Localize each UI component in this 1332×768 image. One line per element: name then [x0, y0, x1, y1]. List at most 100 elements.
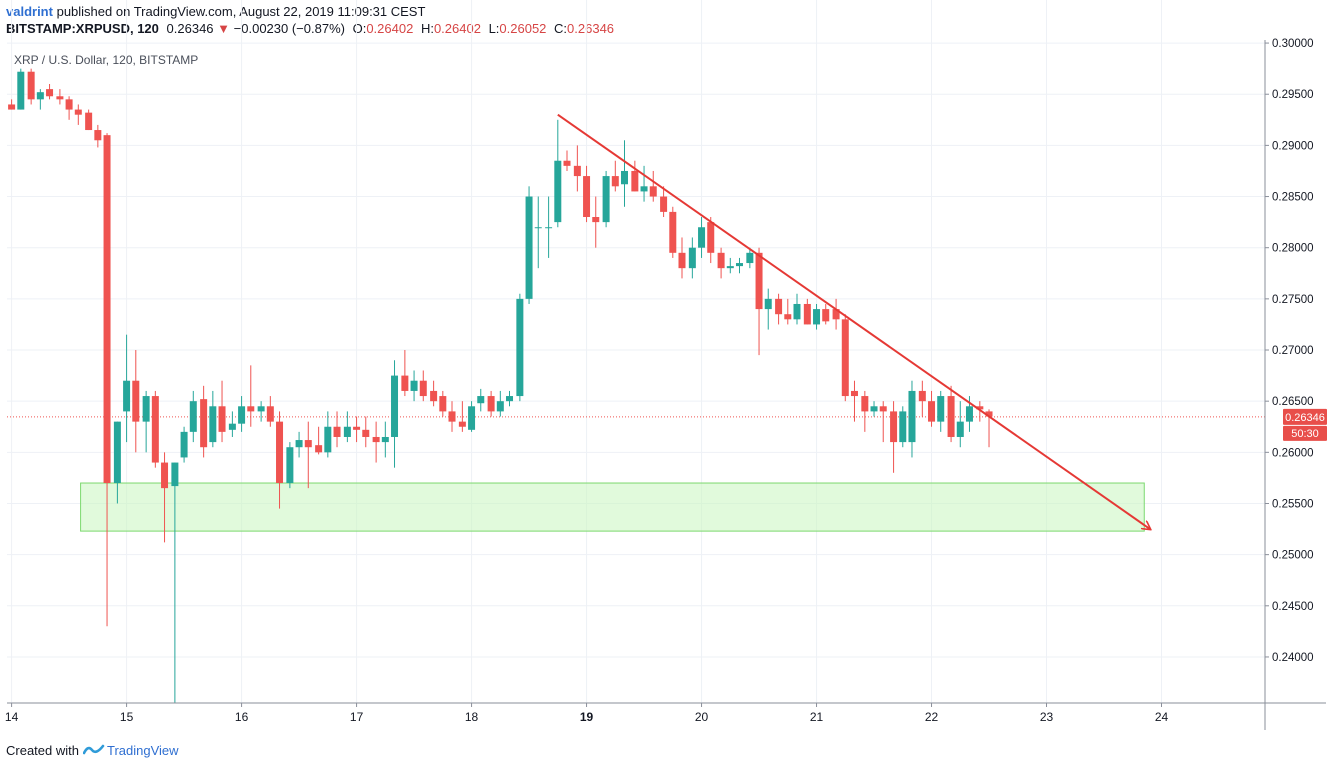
publish-line: valdrint published on TradingView.com, A…	[6, 4, 425, 19]
last-price-tag: 0.26346 50:30	[1283, 408, 1327, 441]
time-axis[interactable]: 14 15 16 17 18 19 20 21 22 23 24	[5, 703, 1169, 724]
candle-body	[803, 303, 811, 325]
low-value: 0.26052	[499, 21, 547, 36]
close-label: C:	[554, 21, 568, 36]
candle-body	[132, 380, 140, 422]
countdown-label: 50:30	[1291, 428, 1319, 440]
change-value: −0.00230 (−0.87%)	[233, 21, 345, 36]
candle-body	[180, 431, 188, 458]
time-tick-label: 16	[235, 710, 249, 724]
candle-body	[276, 421, 284, 484]
support-zone[interactable]	[80, 482, 1145, 532]
candle-body	[113, 421, 121, 484]
candle-body	[525, 196, 533, 299]
candle-body	[735, 263, 743, 267]
candle-body	[698, 227, 706, 248]
price-tick-label: 0.29500	[1272, 89, 1314, 101]
candle-body	[430, 390, 438, 402]
price-tick-label: 0.27500	[1272, 294, 1314, 306]
candle-body	[649, 186, 657, 197]
candle-body	[448, 411, 456, 422]
candle-body	[908, 390, 916, 443]
time-tick-label: 22	[925, 710, 939, 724]
chart-title: XRP / U.S. Dollar, 120, BITSTAMP	[14, 53, 198, 67]
candle-body	[678, 252, 686, 269]
candle-body	[17, 71, 25, 110]
candle-body	[94, 130, 102, 141]
candle-body	[775, 298, 783, 315]
candle-body	[554, 160, 562, 223]
candle-body	[487, 396, 495, 412]
price-tick-label: 0.29000	[1272, 140, 1314, 152]
candle-body	[419, 380, 427, 397]
candle-body	[669, 211, 677, 253]
candle-body	[477, 396, 485, 404]
high-label: H:	[420, 21, 434, 36]
candle-body	[592, 217, 600, 223]
candle-body	[850, 390, 858, 397]
candle-body	[228, 423, 236, 430]
candle-body	[947, 396, 955, 437]
candle-body	[353, 426, 361, 430]
candle-body	[238, 406, 246, 424]
candle-body	[439, 396, 447, 412]
candle-body	[142, 396, 150, 422]
candle-body	[985, 411, 993, 417]
candle-body	[631, 170, 639, 192]
candle-body	[688, 247, 696, 269]
candle-body	[324, 426, 332, 453]
last-price-tag-bg	[1283, 408, 1327, 425]
time-tick-label: 21	[810, 710, 824, 724]
candle-body	[870, 406, 878, 412]
price-tick-label: 0.26500	[1272, 396, 1314, 408]
candle-body	[247, 406, 255, 412]
candle-body	[257, 406, 265, 412]
ohlc-line: BITSTAMP:XRPUSD, 120 0.26346 ▼ −0.00230 …	[6, 21, 614, 36]
time-tick-label: 24	[1155, 710, 1169, 724]
high-value: 0.26402	[433, 21, 481, 36]
candle-body	[813, 309, 821, 325]
countdown-tag-bg	[1283, 425, 1327, 441]
candle-body	[209, 406, 217, 443]
footer: Created with TradingView	[6, 742, 179, 759]
change-down-icon: ▼	[217, 21, 231, 36]
candle-body	[764, 298, 772, 310]
candle-body	[793, 303, 801, 320]
tradingview-link[interactable]: TradingView	[106, 743, 179, 758]
candle-body	[161, 462, 169, 489]
close-value: 0.26346	[567, 21, 615, 36]
open-label: O:	[352, 21, 367, 36]
candle-body	[123, 380, 131, 412]
candle-body	[85, 112, 93, 131]
candle-body	[266, 406, 274, 422]
time-tick-label: 19	[580, 710, 594, 724]
candle-body	[956, 421, 964, 437]
candle-body	[458, 421, 466, 427]
candle-body	[918, 390, 926, 402]
trend-line[interactable]	[557, 113, 1150, 529]
candle-body	[534, 227, 542, 229]
price-axis[interactable]: 0.24000 0.24500 0.25000 0.25500 0.26000 0.265…	[1265, 38, 1314, 664]
candle-body	[189, 401, 197, 432]
price-tick-label: 0.24000	[1272, 652, 1314, 664]
candle-body	[401, 375, 409, 391]
candle-body	[333, 426, 341, 437]
author-link[interactable]: valdrint	[6, 4, 53, 19]
candle-body	[151, 396, 159, 463]
low-label: L:	[488, 21, 500, 36]
candle-body	[602, 176, 610, 223]
candle-body	[171, 462, 179, 487]
candle-body	[372, 436, 380, 443]
candle-body	[468, 406, 476, 430]
price-tick-label: 0.25500	[1272, 498, 1314, 510]
chart-grid	[7, 0, 1265, 703]
price-tick-label: 0.24500	[1272, 601, 1314, 613]
candle-body	[832, 309, 840, 320]
symbol-label[interactable]: BITSTAMP:XRPUSD, 120	[6, 21, 159, 36]
candle-body	[36, 92, 44, 100]
candle-body	[103, 135, 111, 484]
candle-body	[660, 196, 668, 212]
candle-body	[295, 440, 303, 448]
tradingview-logo-icon	[82, 742, 105, 759]
